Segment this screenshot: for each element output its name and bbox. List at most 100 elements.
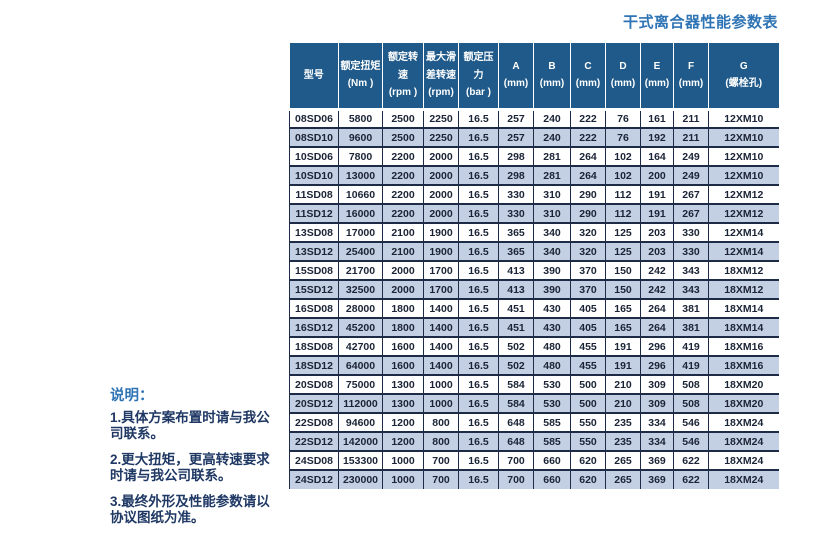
table-cell: 365 — [498, 222, 534, 243]
table-cell: 365 — [498, 241, 534, 262]
table-cell: 1800 — [382, 317, 424, 338]
table-cell: 430 — [533, 317, 571, 338]
table-cell: 502 — [498, 355, 534, 376]
table-cell: 1000 — [423, 393, 459, 414]
table-cell: 451 — [498, 317, 534, 338]
table-cell: 200 — [640, 165, 674, 186]
table-cell: 430 — [533, 298, 571, 319]
table-cell: 18XM20 — [708, 374, 779, 395]
table-cell: 1000 — [382, 450, 424, 471]
table-cell: 660 — [533, 450, 571, 471]
table-cell: 320 — [570, 241, 606, 262]
table-cell: 508 — [673, 374, 709, 395]
table-cell: 800 — [423, 412, 459, 433]
table-cell: 2000 — [423, 146, 459, 167]
table-cell: 296 — [640, 336, 674, 357]
table-cell: 94600 — [338, 412, 383, 433]
table-cell: 12XM10 — [708, 165, 779, 186]
table-cell: 290 — [570, 203, 606, 224]
table-cell: 550 — [570, 412, 606, 433]
table-cell: 530 — [533, 393, 571, 414]
table-cell: 249 — [673, 146, 709, 167]
table-row-15SD12: 15SD12 32500 2000 1700 16.5 413 390 370 150 242 34… — [289, 279, 779, 300]
table-cell: 230000 — [338, 469, 383, 489]
table-cell: 16.5 — [458, 165, 499, 186]
column-label: 额定扭矩 — [340, 60, 381, 72]
table-cell: 620 — [570, 469, 606, 489]
table-cell: 102 — [605, 165, 641, 186]
table-cell: 2000 — [382, 279, 424, 300]
table-cell: 1000 — [382, 469, 424, 489]
table-cell: 16.5 — [458, 241, 499, 262]
table-row-20SD12: 20SD12 112000 1300 1000 16.5 584 530 500 210 309 5… — [289, 393, 779, 414]
table-cell: 1700 — [423, 260, 459, 281]
model-cell: 24SD08 — [289, 450, 339, 471]
table-cell: 2000 — [423, 165, 459, 186]
table-cell: 413 — [498, 260, 534, 281]
column-header-0: 型号 — [289, 43, 339, 111]
table-cell: 2100 — [382, 241, 424, 262]
table-cell: 264 — [570, 146, 606, 167]
table-cell: 165 — [605, 317, 641, 338]
table-cell: 700 — [423, 450, 459, 471]
table-cell: 16000 — [338, 203, 383, 224]
table-cell: 222 — [570, 127, 606, 148]
table-cell: 584 — [498, 393, 534, 414]
model-cell: 16SD12 — [289, 317, 339, 338]
table-cell: 290 — [570, 184, 606, 205]
table-cell: 419 — [673, 355, 709, 376]
table-cell: 334 — [640, 431, 674, 452]
column-unit: (mm) — [644, 78, 670, 90]
table-cell: 257 — [498, 108, 534, 129]
table-cell: 125 — [605, 222, 641, 243]
table-cell: 281 — [533, 165, 571, 186]
table-cell: 42700 — [338, 336, 383, 357]
model-cell: 13SD12 — [289, 241, 339, 262]
table-cell: 18XM24 — [708, 469, 779, 489]
table-cell: 13000 — [338, 165, 383, 186]
model-cell: 22SD08 — [289, 412, 339, 433]
table-cell: 10660 — [338, 184, 383, 205]
table-cell: 21700 — [338, 260, 383, 281]
table-cell: 240 — [533, 108, 571, 129]
table-cell: 249 — [673, 165, 709, 186]
table-cell: 309 — [640, 393, 674, 414]
table-cell: 310 — [533, 203, 571, 224]
column-unit: (螺栓孔) — [725, 78, 763, 90]
table-cell: 76 — [605, 127, 641, 148]
table-cell: 2000 — [423, 184, 459, 205]
table-cell: 18XM14 — [708, 298, 779, 319]
model-cell: 08SD06 — [289, 108, 339, 129]
table-cell: 585 — [533, 431, 571, 452]
column-header-1: 额定扭矩 (Nm ) — [338, 43, 383, 111]
table-header: 型号 额定扭矩 (Nm ) 额定转速 (rpm ) 最大滑差转速 (rpm) 额定压力 (bar… — [289, 43, 779, 111]
model-cell: 10SD10 — [289, 165, 339, 186]
table-cell: 1800 — [382, 298, 424, 319]
table-cell: 2200 — [382, 146, 424, 167]
table-cell: 298 — [498, 165, 534, 186]
table-cell: 310 — [533, 184, 571, 205]
column-label: G — [739, 60, 748, 72]
table-body: 08SD06 5800 2500 2250 16.5 257 240 222 76 161 211 1… — [289, 108, 779, 489]
column-label: A — [512, 60, 520, 72]
table-cell: 125 — [605, 241, 641, 262]
table-row-16SD08: 16SD08 28000 1800 1400 16.5 451 430 405 165 264 38… — [289, 298, 779, 319]
header-row: 型号 额定扭矩 (Nm ) 额定转速 (rpm ) 最大滑差转速 (rpm) 额定压力 (bar… — [289, 43, 779, 111]
table-cell: 192 — [640, 127, 674, 148]
model-cell: 11SD12 — [289, 203, 339, 224]
table-cell: 546 — [673, 431, 709, 452]
table-cell: 102 — [605, 146, 641, 167]
column-unit: (mm) — [575, 78, 601, 90]
table-cell: 16.5 — [458, 355, 499, 376]
table-cell: 9600 — [338, 127, 383, 148]
table-cell: 264 — [640, 298, 674, 319]
table-cell: 12XM14 — [708, 241, 779, 262]
table-cell: 405 — [570, 317, 606, 338]
table-cell: 16.5 — [458, 393, 499, 414]
table-cell: 309 — [640, 374, 674, 395]
table-cell: 370 — [570, 279, 606, 300]
table-cell: 330 — [498, 184, 534, 205]
note-item-1: 1.具体方案布置时请与我公司联系。 — [110, 410, 270, 441]
table-cell: 16.5 — [458, 279, 499, 300]
table-cell: 700 — [498, 450, 534, 471]
